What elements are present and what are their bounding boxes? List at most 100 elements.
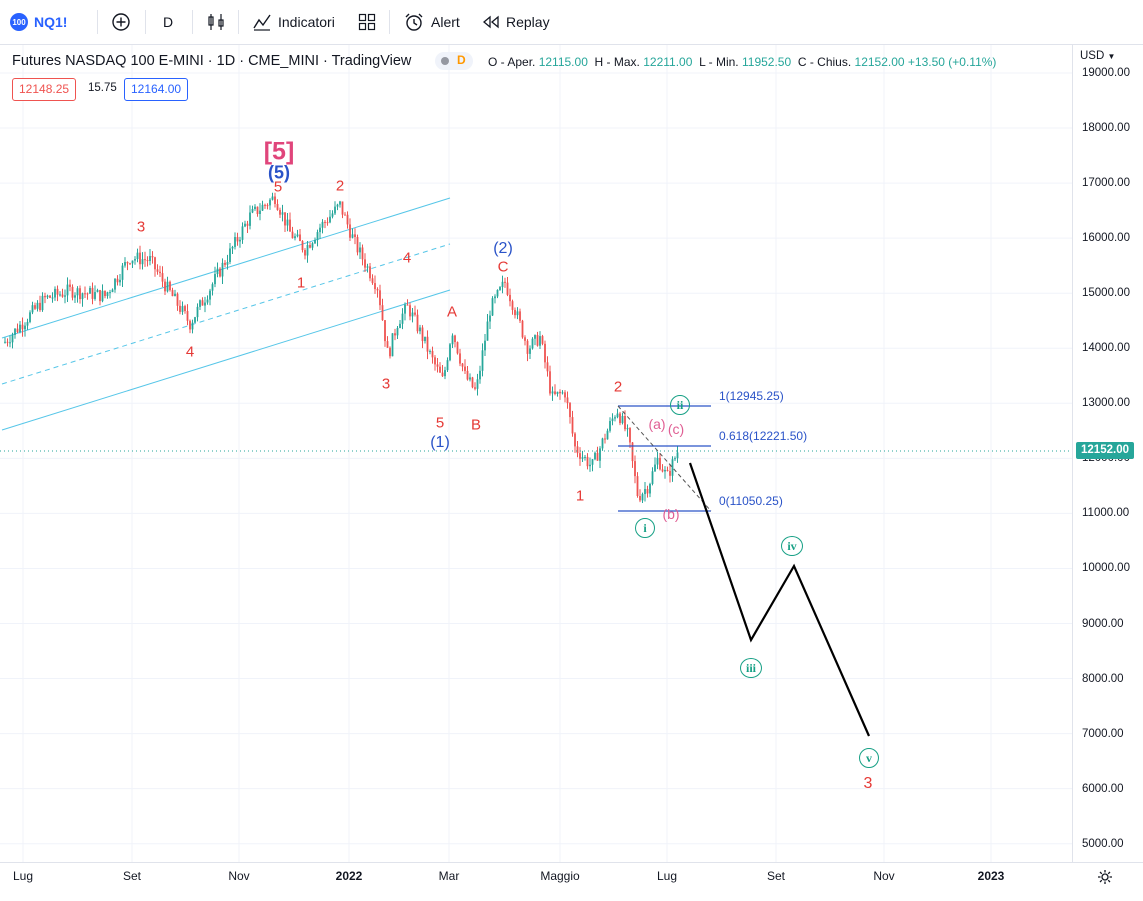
price-axis[interactable]: USD ▼ — [1072, 45, 1143, 862]
wave-label-c-small: (c) — [667, 421, 685, 437]
x-tick-label: Nov — [873, 869, 895, 883]
indicators-icon — [253, 14, 271, 31]
x-tick-label: Nov — [228, 869, 250, 883]
delayed-badge: D — [457, 53, 466, 67]
wave-label-4b: 4 — [402, 249, 412, 267]
chart-pane[interactable] — [0, 45, 1073, 862]
nasdaq-100-icon: 100 — [10, 13, 28, 31]
last-price-tag: 12152.00 — [1076, 442, 1134, 459]
y-tick-label: 8000.00 — [1082, 672, 1124, 685]
toolbar-divider — [389, 10, 390, 34]
price-chart[interactable] — [0, 45, 1072, 862]
channel-lower-line — [1, 289, 451, 431]
wave-label-a-small: (a) — [648, 416, 666, 432]
wave-label-ii: ii — [670, 395, 690, 415]
x-tick-label: 2022 — [335, 869, 363, 883]
sell-price-button[interactable]: 12148.25 — [12, 78, 77, 101]
market-status-badge[interactable]: D — [435, 52, 473, 70]
x-tick-label: Lug — [656, 869, 678, 883]
y-tick-label: 16000.00 — [1082, 232, 1130, 245]
wave-projection-line — [688, 462, 871, 737]
indicators-button[interactable]: Indicatori — [252, 0, 335, 44]
toolbar-divider — [192, 10, 193, 34]
alarm-clock-icon — [405, 13, 423, 31]
low-label: L - Min. — [699, 55, 739, 69]
wave-label-p2: (2) — [493, 240, 513, 257]
chevron-down-icon: ▼ — [1107, 52, 1116, 61]
ohlc-values: O - Aper. 12115.00 H - Max. 12211.00 L -… — [488, 55, 996, 69]
wave-label-1c: 1 — [575, 487, 585, 505]
x-tick-label: Lug — [12, 869, 34, 883]
wave-label-p1: (1) — [430, 434, 450, 451]
wave-label-1: 1 — [296, 274, 306, 292]
alert-label: Alert — [431, 14, 460, 30]
chart-settings-button[interactable] — [1097, 869, 1113, 890]
y-tick-label: 14000.00 — [1082, 342, 1130, 355]
time-axis[interactable] — [0, 862, 1143, 901]
wave-label-2: 2 — [335, 177, 345, 195]
wave-label-3: 3 — [136, 218, 146, 236]
y-tick-label: 18000.00 — [1082, 122, 1130, 135]
change-value: +13.50 (+0.11%) — [907, 55, 997, 69]
open-label: O - Aper. — [488, 55, 536, 69]
toolbar-divider — [145, 10, 146, 34]
grid-icon — [358, 13, 376, 31]
top-toolbar: 100 NQ1! D Indicatori Alert Replay — [0, 0, 1143, 45]
fib-label-0: 0(11050.25) — [719, 494, 783, 508]
wave-label-4: 4 — [185, 343, 195, 361]
high-label: H - Max. — [594, 55, 640, 69]
spread-value: 15.75 — [88, 82, 117, 94]
wave-label-b-small: (b) — [662, 506, 680, 522]
rewind-icon — [482, 15, 499, 29]
currency-label: USD — [1080, 50, 1105, 62]
indicators-label: Indicatori — [278, 14, 335, 30]
chart-legend[interactable]: Futures NASDAQ 100 E-MINI · 1D · CME_MIN… — [12, 53, 411, 69]
fib-trend-line — [617, 405, 712, 512]
channel-upper-line — [1, 197, 451, 339]
status-dot-icon — [441, 57, 449, 65]
toolbar-divider — [97, 10, 98, 34]
x-tick-label: Maggio — [540, 869, 580, 883]
alert-button[interactable]: Alert — [403, 0, 460, 44]
close-value: 12152.00 — [854, 55, 905, 69]
replay-button[interactable]: Replay — [482, 0, 550, 44]
wave-label-i: i — [635, 518, 655, 538]
gear-icon — [1098, 870, 1112, 884]
y-tick-label: 11000.00 — [1082, 507, 1130, 520]
buy-price-button[interactable]: 12164.00 — [124, 78, 189, 101]
x-tick-label: Set — [122, 869, 142, 883]
high-value: 12211.00 — [643, 55, 693, 69]
symbol-title: Futures NASDAQ 100 E-MINI · 1D · CME_MIN… — [12, 53, 412, 69]
wave-label-C: C — [497, 258, 509, 276]
layout-button[interactable] — [358, 0, 376, 44]
y-tick-label: 19000.00 — [1082, 67, 1130, 79]
symbol-label: NQ1! — [34, 14, 68, 30]
wave-label-big-5: [5] — [263, 137, 295, 166]
wave-label-iv: iv — [781, 536, 803, 556]
candles-group — [4, 192, 679, 503]
wave-label-3b: 3 — [381, 375, 391, 393]
low-value: 11952.50 — [741, 55, 792, 69]
candles-icon — [208, 14, 224, 30]
replay-label: Replay — [506, 14, 550, 30]
y-tick-label: 15000.00 — [1082, 287, 1130, 300]
y-tick-label: 13000.00 — [1082, 397, 1130, 410]
compare-symbol-button[interactable] — [111, 0, 131, 44]
x-tick-label: Set — [766, 869, 786, 883]
symbol-search-button[interactable]: 100 NQ1! — [10, 0, 67, 44]
fib-label-1: 1(12945.25) — [719, 389, 784, 403]
wave-label-p5: (5) — [268, 162, 290, 183]
interval-label: D — [163, 14, 174, 30]
y-tick-label: 10000.00 — [1082, 562, 1130, 575]
channel-middle-line — [1, 243, 451, 385]
currency-button[interactable]: USD ▼ — [1080, 50, 1115, 62]
y-tick-label: 9000.00 — [1082, 617, 1124, 630]
y-tick-label: 5000.00 — [1082, 837, 1124, 850]
fib-label-0618: 0.618(12221.50) — [719, 429, 808, 443]
toolbar-divider — [238, 10, 239, 34]
chart-type-button[interactable] — [206, 0, 226, 44]
open-value: 12115.00 — [538, 55, 588, 69]
x-tick-label: Mar — [438, 869, 460, 883]
wave-label-2c: 2 — [613, 378, 623, 396]
interval-button[interactable]: D — [163, 0, 173, 44]
